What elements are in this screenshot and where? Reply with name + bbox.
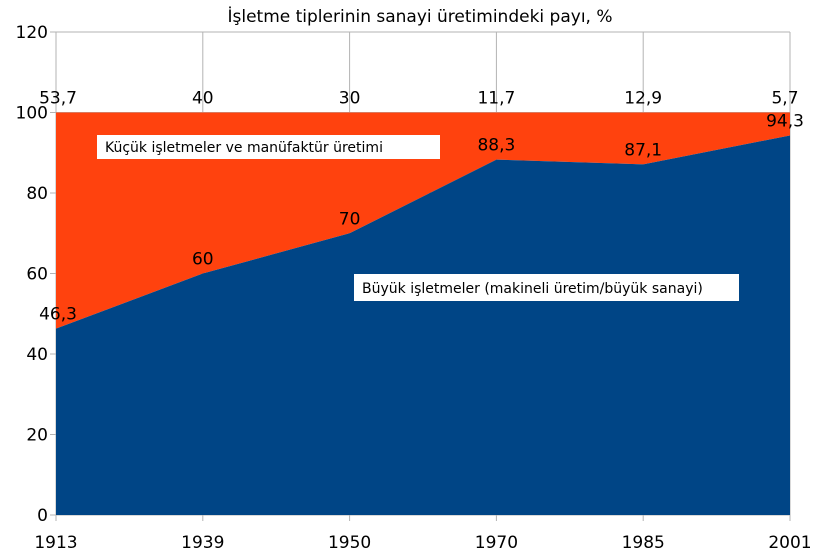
data-label-large: 46,3 bbox=[39, 305, 77, 325]
data-label-small: 12,9 bbox=[624, 89, 662, 109]
x-tick-label: 1985 bbox=[622, 533, 665, 553]
series-annotations: Küçük işletmeler ve manüfaktür üretimi Bü… bbox=[97, 135, 739, 301]
x-tick-label: 1913 bbox=[34, 533, 77, 553]
annotation-small-enterprises: Küçük işletmeler ve manüfaktür üretimi bbox=[105, 140, 383, 156]
chart-title: İşletme tiplerinin sanayi üretimindeki p… bbox=[227, 6, 612, 27]
area-series-small-enterprises bbox=[56, 112, 790, 329]
data-labels: 46,3 60 70 88,3 87,1 94,3 53,7 40 30 11,7 12,9 5,7 bbox=[39, 89, 804, 325]
y-tick-label: 40 bbox=[26, 345, 48, 365]
data-label-small: 11,7 bbox=[477, 89, 515, 109]
annotation-box-large bbox=[354, 274, 739, 301]
data-label-large: 87,1 bbox=[624, 140, 662, 160]
data-label-large: 88,3 bbox=[477, 136, 515, 156]
data-label-large: 94,3 bbox=[766, 111, 804, 131]
y-tick-label: 60 bbox=[26, 265, 48, 285]
annotation-box-small bbox=[97, 135, 440, 159]
y-tick-label: 100 bbox=[16, 104, 48, 124]
y-tick-label: 20 bbox=[26, 426, 48, 446]
y-tick-label: 80 bbox=[26, 184, 48, 204]
data-label-small: 40 bbox=[192, 89, 214, 109]
x-tick-label: 1970 bbox=[475, 533, 518, 553]
x-tick-label: 1950 bbox=[328, 533, 371, 553]
data-label-large: 60 bbox=[192, 250, 214, 270]
data-label-large: 70 bbox=[339, 209, 361, 229]
data-label-small: 5,7 bbox=[771, 89, 798, 109]
area-series-large-enterprises bbox=[56, 135, 790, 515]
annotation-large-enterprises: Büyük işletmeler (makineli üretim/büyük … bbox=[362, 281, 703, 297]
plot-areas bbox=[56, 112, 790, 515]
x-tick-label: 2001 bbox=[768, 533, 811, 553]
y-tick-label: 0 bbox=[37, 506, 48, 526]
y-tick-label: 120 bbox=[16, 23, 48, 43]
data-label-small: 30 bbox=[339, 89, 361, 109]
x-tick-label: 1939 bbox=[181, 533, 224, 553]
axes: 0 20 40 60 80 100 120 1913 1939 1950 1970 1985 2001 bbox=[16, 23, 812, 553]
data-label-small: 53,7 bbox=[39, 89, 77, 109]
